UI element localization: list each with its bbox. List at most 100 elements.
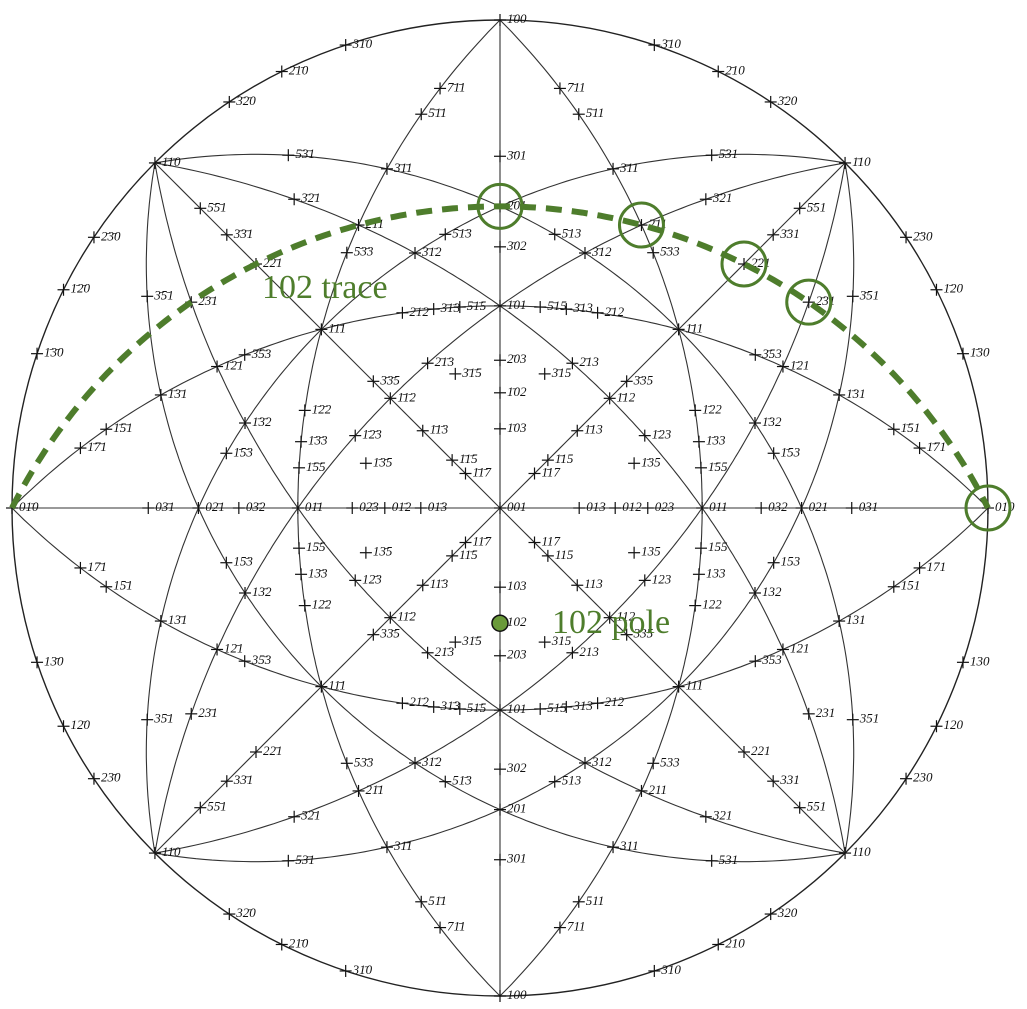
pole: 112	[603, 609, 636, 624]
pole-label: 230	[913, 770, 933, 785]
pole-label: 3̄12	[591, 244, 612, 259]
pole: 5̄11	[572, 105, 604, 121]
pole-label: 1̄1̄3	[430, 422, 449, 437]
pole-label: 103	[507, 578, 527, 593]
pole: 1̄1̄2	[384, 389, 416, 405]
pole-label: 5̄3̄3	[354, 244, 374, 259]
pole-label: 53̄1	[295, 852, 315, 867]
pole-label: 132	[762, 584, 782, 599]
pole: 1̄10	[839, 154, 871, 169]
pole-label: 01̄0	[19, 499, 39, 514]
pole-label: 33̄5	[379, 626, 400, 641]
pole: 15̄1	[100, 578, 133, 593]
pole-label: 13̄2	[252, 584, 272, 599]
pole-label: 7̄1̄1	[447, 79, 466, 94]
pole: 151	[887, 578, 921, 593]
pole: 3̄3̄1	[220, 226, 254, 241]
pole-label: 3̄53	[761, 346, 782, 361]
pole: 551	[793, 799, 827, 814]
pole-label: 17̄1	[87, 559, 107, 574]
pole-label: 3̄13	[572, 300, 593, 315]
pole: 21̄1	[352, 782, 385, 797]
pole-label: 310	[660, 962, 681, 977]
pole: 35̄1	[141, 711, 174, 726]
pole: 3̄11	[607, 160, 639, 175]
pole-label: 33̄1	[233, 772, 254, 787]
pole-label: 3̄3̄1	[233, 226, 254, 241]
pole-label: 122	[702, 597, 722, 612]
pole: 1̄3̄1	[154, 386, 187, 401]
pole: 17̄1	[74, 559, 107, 574]
pole-label: 211	[648, 782, 667, 797]
pole: 13̄0	[31, 653, 64, 669]
pole: 132	[748, 584, 782, 599]
pole-label: 010	[995, 499, 1015, 514]
pole: 2̄30	[900, 228, 933, 244]
pole-label: 1̄03	[507, 420, 527, 435]
pole: 01̄2	[378, 499, 412, 514]
pole-label: 231	[816, 705, 836, 720]
trace-circle	[9, 203, 991, 510]
pole-label: 1̄35	[641, 454, 661, 469]
pole: 5̄3̄3	[340, 244, 374, 259]
pole: 53̄3	[340, 754, 374, 770]
pole-label: 120	[943, 717, 963, 732]
pole-label: 2̄03	[507, 351, 527, 366]
pole-label: 1̄2̄2	[312, 401, 332, 416]
pole: 113	[571, 576, 603, 592]
pole-label: 3̄35	[633, 372, 654, 387]
pole: 1̄11	[672, 320, 703, 336]
pole-label: 351	[859, 711, 880, 726]
pole: 1̄01	[494, 297, 527, 312]
pole: 31̄0	[339, 962, 373, 977]
pole: 1̄33	[692, 433, 726, 448]
pole-label: 12̄2	[312, 597, 332, 612]
pole-label: 302	[506, 760, 527, 775]
pole: 1̄55	[694, 459, 728, 474]
highlight-circle	[964, 484, 1012, 532]
pole: 3̄51	[846, 287, 879, 303]
pole: 2̄1̄2	[396, 304, 429, 319]
pole-label: 1̄5̄5	[306, 459, 326, 474]
pole: 23̄0	[87, 770, 121, 785]
pole: 03̄1	[142, 499, 175, 514]
pole: 2̄13	[566, 354, 599, 370]
pole-label: 315	[551, 633, 572, 648]
pole-label: 203	[507, 647, 527, 662]
pole-label: 121	[790, 640, 810, 655]
pole-label: 31̄3	[440, 698, 461, 713]
pole-label: 1̄55	[708, 459, 728, 474]
pole: 301	[494, 851, 527, 866]
pole-label: 5̄13	[562, 225, 582, 240]
pole-label: 1̄02	[507, 384, 527, 399]
pole: 1̄1̄0	[148, 154, 181, 169]
pole-label: 221	[751, 743, 771, 758]
pole: 2̄1̄3	[421, 354, 455, 370]
pole: 100	[494, 987, 527, 1002]
highlight-circle	[617, 201, 665, 249]
pole-label: 551	[807, 799, 827, 814]
pole-label: 3̄02	[506, 238, 527, 253]
pole: 3̄1̄3	[427, 300, 461, 316]
pole-label: 2̄1̄3	[435, 354, 455, 369]
pole-label: 23̄1	[198, 705, 218, 720]
pole: 135	[628, 544, 661, 559]
pole: 02̄1	[192, 499, 225, 514]
pole-label: 151	[901, 578, 921, 593]
pole: 2̄12	[591, 304, 625, 319]
pole-label: 117	[542, 533, 561, 548]
pole: 31̄1	[380, 838, 412, 854]
pole-label: 21̄1	[366, 782, 385, 797]
pole-label: 3̄01	[506, 147, 527, 162]
pole: 001	[494, 499, 527, 514]
pole-label: 1̄2̄0	[71, 281, 91, 296]
pole-label: 11̄3	[430, 576, 449, 591]
pole: 1̄15	[541, 451, 574, 467]
pole: 11̄1	[315, 678, 346, 693]
pole: 110	[839, 844, 871, 860]
pole: 12̄2	[298, 597, 332, 612]
pole: 5̄5̄1	[194, 199, 227, 215]
pole-label: 11̄5	[459, 547, 478, 562]
pole: 012	[609, 499, 642, 514]
pole-label: 3̄1̄2	[421, 244, 442, 259]
